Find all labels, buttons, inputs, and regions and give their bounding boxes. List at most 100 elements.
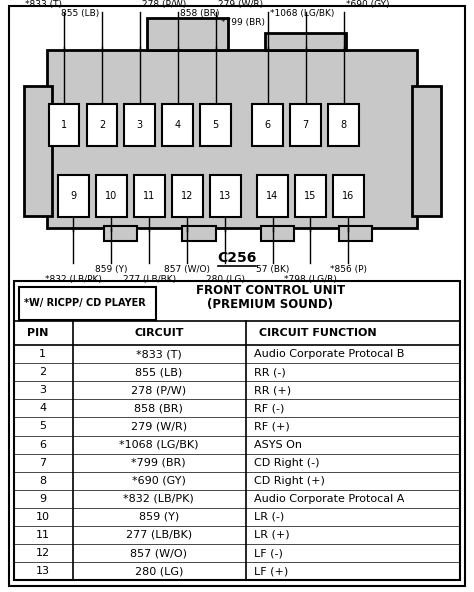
Text: 7: 7 xyxy=(39,458,46,468)
Bar xyxy=(412,86,441,216)
Bar xyxy=(295,175,326,217)
Text: LR (-): LR (-) xyxy=(254,512,284,522)
Text: (PREMIUM SOUND): (PREMIUM SOUND) xyxy=(207,298,333,311)
Bar xyxy=(86,104,117,146)
Text: 9: 9 xyxy=(71,191,76,201)
Text: 859 (Y): 859 (Y) xyxy=(139,512,179,522)
Text: 4: 4 xyxy=(175,120,181,130)
Bar xyxy=(257,175,288,217)
Bar xyxy=(104,226,137,241)
Text: 7: 7 xyxy=(302,120,309,130)
Text: *832 (LB/PK): *832 (LB/PK) xyxy=(123,494,194,504)
Text: *W/ RICPP/ CD PLAYER: *W/ RICPP/ CD PLAYER xyxy=(24,298,146,308)
Text: Audio Corporate Protocal A: Audio Corporate Protocal A xyxy=(254,494,404,504)
Text: 5: 5 xyxy=(39,422,46,432)
Text: FRONT CONTROL UNIT: FRONT CONTROL UNIT xyxy=(196,284,345,297)
Text: LF (+): LF (+) xyxy=(254,566,288,576)
Text: 12: 12 xyxy=(36,548,50,558)
Text: 857 (W/O): 857 (W/O) xyxy=(164,265,210,274)
Bar xyxy=(58,175,89,217)
Text: *690 (GY): *690 (GY) xyxy=(346,0,390,9)
Bar xyxy=(124,104,155,146)
Text: 277 (LB/BK): 277 (LB/BK) xyxy=(126,530,192,540)
Text: RR (+): RR (+) xyxy=(254,385,291,395)
Text: 16: 16 xyxy=(342,191,355,201)
Text: 859 (Y): 859 (Y) xyxy=(95,265,128,274)
Bar xyxy=(265,33,346,50)
Text: RF (+): RF (+) xyxy=(254,422,289,432)
Text: LF (-): LF (-) xyxy=(254,548,283,558)
Text: CD Right (-): CD Right (-) xyxy=(254,458,319,468)
Text: 57 (BK): 57 (BK) xyxy=(256,265,289,274)
Text: 277 (LB/BK): 277 (LB/BK) xyxy=(123,275,176,284)
Text: CD Right (+): CD Right (+) xyxy=(254,476,325,485)
Text: *832 (LB/PK): *832 (LB/PK) xyxy=(45,275,102,284)
Text: 13: 13 xyxy=(36,566,50,576)
Text: 280 (LG): 280 (LG) xyxy=(206,275,245,284)
Text: 13: 13 xyxy=(219,191,231,201)
Bar xyxy=(182,226,216,241)
Text: ASYS On: ASYS On xyxy=(254,440,301,449)
Text: LR (+): LR (+) xyxy=(254,530,289,540)
Text: 14: 14 xyxy=(266,191,279,201)
Text: 855 (LB): 855 (LB) xyxy=(135,367,182,377)
Text: *1068 (LG/BK): *1068 (LG/BK) xyxy=(119,440,199,449)
Text: *799 (BR): *799 (BR) xyxy=(221,18,265,27)
Text: 1: 1 xyxy=(39,349,46,359)
Text: PIN: PIN xyxy=(27,328,49,337)
Text: 858 (BR): 858 (BR) xyxy=(180,9,219,18)
Text: 1: 1 xyxy=(61,120,67,130)
Text: *833 (T): *833 (T) xyxy=(136,349,182,359)
Text: 279 (W/R): 279 (W/R) xyxy=(218,0,263,9)
Text: 2: 2 xyxy=(39,367,46,377)
Text: 279 (W/R): 279 (W/R) xyxy=(131,422,187,432)
Text: Audio Corporate Protocal B: Audio Corporate Protocal B xyxy=(254,349,404,359)
Text: 11: 11 xyxy=(143,191,155,201)
Text: 10: 10 xyxy=(105,191,118,201)
Text: 857 (W/O): 857 (W/O) xyxy=(130,548,187,558)
Text: 2: 2 xyxy=(99,120,105,130)
Text: 6: 6 xyxy=(265,120,271,130)
Bar xyxy=(134,175,165,217)
Text: 3: 3 xyxy=(39,385,46,395)
Text: 9: 9 xyxy=(39,494,46,504)
Bar xyxy=(47,50,417,228)
Text: CIRCUIT: CIRCUIT xyxy=(134,328,183,337)
Text: 280 (LG): 280 (LG) xyxy=(135,566,183,576)
Bar xyxy=(96,175,127,217)
Bar xyxy=(162,104,193,146)
Text: 858 (BR): 858 (BR) xyxy=(134,403,183,413)
Bar xyxy=(290,104,321,146)
Text: *1068 (LG/BK): *1068 (LG/BK) xyxy=(270,9,335,18)
Text: 5: 5 xyxy=(212,120,219,130)
Text: 278 (P/W): 278 (P/W) xyxy=(131,385,186,395)
Text: 11: 11 xyxy=(36,530,50,540)
Bar xyxy=(24,86,52,216)
Bar xyxy=(14,281,460,580)
Text: RR (-): RR (-) xyxy=(254,367,285,377)
Text: *690 (GY): *690 (GY) xyxy=(132,476,186,485)
Text: *798 (LG/R): *798 (LG/R) xyxy=(284,275,337,284)
Bar xyxy=(252,104,283,146)
Text: *833 (T): *833 (T) xyxy=(25,0,62,9)
Text: *856 (P): *856 (P) xyxy=(330,265,367,274)
Text: 8: 8 xyxy=(39,476,46,485)
Bar xyxy=(172,175,203,217)
Bar xyxy=(210,175,241,217)
Text: 4: 4 xyxy=(39,403,46,413)
Text: C256: C256 xyxy=(217,251,257,265)
Text: RF (-): RF (-) xyxy=(254,403,284,413)
Text: CIRCUIT FUNCTION: CIRCUIT FUNCTION xyxy=(259,328,376,337)
Text: 278 (P/W): 278 (P/W) xyxy=(142,0,186,9)
Text: 8: 8 xyxy=(341,120,346,130)
Bar xyxy=(261,226,294,241)
Text: 855 (LB): 855 (LB) xyxy=(61,9,100,18)
Text: 3: 3 xyxy=(137,120,143,130)
Bar xyxy=(147,18,228,50)
Bar xyxy=(328,104,359,146)
Bar xyxy=(48,104,80,146)
Bar xyxy=(333,175,364,217)
Text: 10: 10 xyxy=(36,512,50,522)
Text: 15: 15 xyxy=(304,191,317,201)
Text: 12: 12 xyxy=(181,191,193,201)
